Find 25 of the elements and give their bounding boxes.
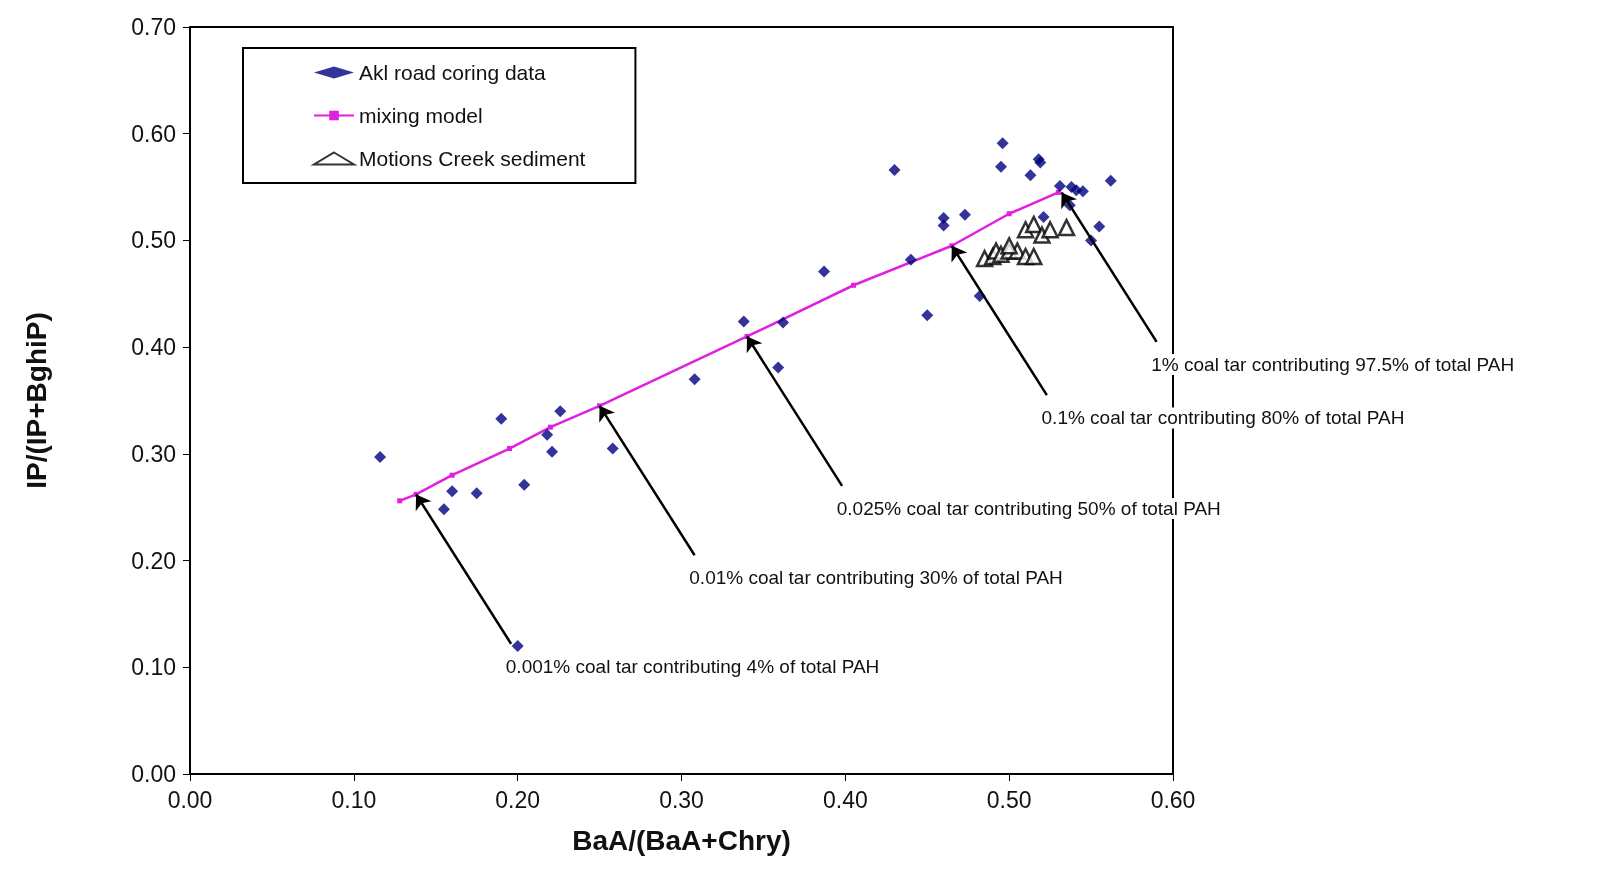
legend-label: mixing model — [359, 104, 483, 127]
x-tick-label: 0.50 — [986, 786, 1032, 813]
x-tick-label: 0.30 — [659, 786, 704, 813]
y-tick-label: 0.50 — [131, 227, 176, 254]
y-tick-label: 0.60 — [131, 120, 176, 147]
legend-label: Akl road coring data — [359, 61, 547, 84]
y-tick-label: 0.10 — [131, 654, 176, 681]
y-tick-label: 0.20 — [131, 547, 176, 574]
x-tick-label: 0.20 — [495, 786, 541, 813]
annotation: 0.01% coal tar contributing 30% of total PAH — [689, 567, 1063, 589]
annotation: 1% coal tar contributing 97.5% of total PAH — [1151, 354, 1515, 376]
x-tick-label: 0.60 — [1150, 786, 1196, 813]
y-axis-title: IP/(IP+BghiP) — [20, 312, 52, 489]
x-tick-label: 0.00 — [167, 786, 213, 813]
x-axis-title: BaA/(BaA+Chry) — [572, 824, 791, 856]
y-tick-label: 0.70 — [131, 14, 176, 40]
annotation: 0.001% coal tar contributing 4% of total PAH — [505, 656, 880, 678]
annotation: 0.025% coal tar contributing 50% of total PAH — [836, 498, 1221, 520]
x-tick-label: 0.40 — [822, 786, 868, 813]
y-tick-label: 0.30 — [131, 440, 176, 467]
annotation: 0.1% coal tar contributing 80% of total PAH — [1041, 407, 1405, 429]
legend-label: Motions Creek sediment — [359, 147, 586, 170]
y-tick-label: 0.40 — [131, 334, 176, 361]
y-tick-label: 0.00 — [131, 761, 176, 787]
x-tick-label: 0.10 — [331, 786, 377, 813]
